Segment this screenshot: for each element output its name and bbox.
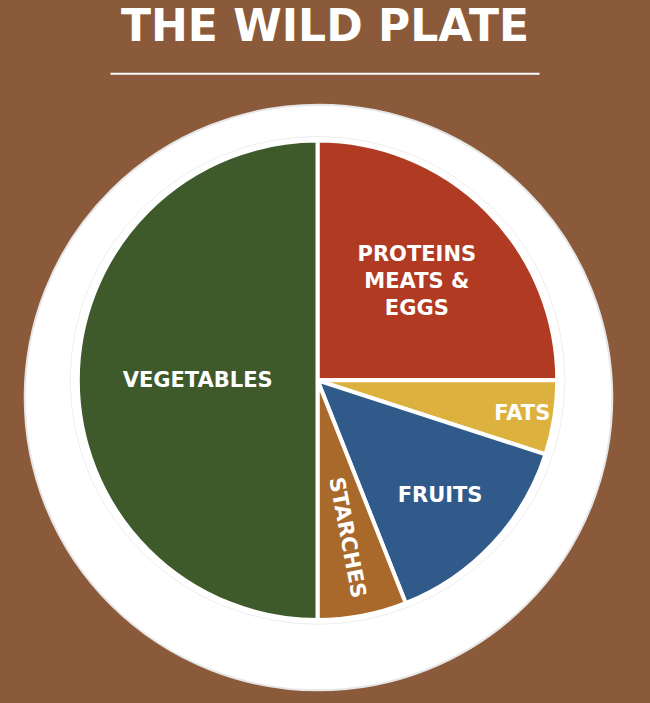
svg-text:STARCHES: STARCHES [324, 475, 371, 600]
svg-text:THE WILD PLATE: THE WILD PLATE [121, 0, 529, 51]
svg-text:PROTEINSMEATS &EGGS: PROTEINSMEATS &EGGS [358, 242, 477, 321]
svg-text:FRUITS: FRUITS [398, 483, 483, 507]
svg-text:VEGETABLES: VEGETABLES [123, 368, 273, 392]
svg-text:FATS: FATS [494, 401, 550, 425]
